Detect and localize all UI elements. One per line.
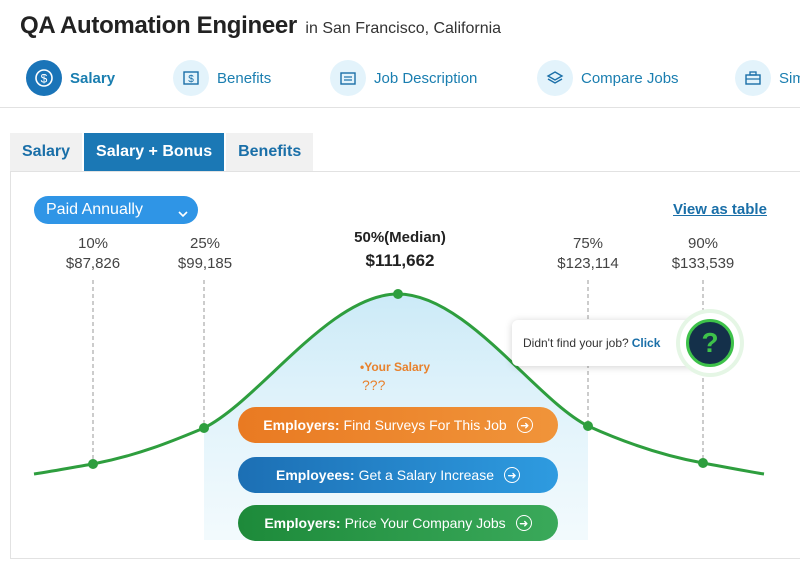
top-navigation: $ Salary $ Benefits Job Description Comp… [0, 52, 800, 108]
percentile-10: 10% $87,826 [66, 234, 120, 274]
cta-audience: Employers: [263, 417, 340, 433]
find-surveys-button[interactable]: Employers: Find Surveys For This Job ➜ [238, 407, 558, 443]
cta-audience: Employees: [276, 467, 355, 483]
tab-salary-bonus[interactable]: Salary + Bonus [84, 133, 225, 171]
arrow-right-icon: ➜ [515, 515, 532, 531]
cta-text: Get a Salary Increase [358, 467, 494, 483]
question-icon: ? [686, 319, 734, 367]
percentile-value: $111,662 [365, 251, 435, 270]
svg-text:$: $ [188, 74, 194, 85]
money-icon: $ [173, 60, 209, 96]
percentile-value: $99,185 [177, 255, 233, 272]
arrow-right-icon: ➜ [504, 467, 520, 483]
chevron-down-icon [178, 205, 188, 223]
job-title: QA Automation Engineer [20, 12, 297, 39]
price-company-jobs-button[interactable]: Employers: Price Your Company Jobs ➜ [238, 505, 558, 541]
point-median [393, 289, 403, 299]
view-as-table-link[interactable]: View as table [673, 201, 767, 218]
cta-text: Find Surveys For This Job [343, 417, 507, 433]
help-button[interactable]: ? [680, 313, 740, 373]
nav-item-compare-jobs[interactable]: Compare Jobs [537, 58, 679, 98]
nav-item-job-description[interactable]: Job Description [330, 58, 477, 98]
percentile-value: $87,826 [65, 255, 121, 272]
nav-label: Job Description [374, 69, 478, 87]
percentile-label: 75% [572, 235, 604, 252]
nav-label: Sim [779, 69, 800, 87]
help-click-link[interactable]: Click [631, 336, 661, 350]
salary-tabs: Salary Salary + Bonus Benefits [10, 133, 315, 171]
didnt-find-job-card: Didn't find your job? Click [512, 320, 708, 366]
arrow-right-icon: ➜ [516, 417, 533, 433]
point-25 [199, 423, 209, 433]
percentile-25: 25% $99,185 [178, 234, 232, 274]
dollar-icon: $ [26, 60, 62, 96]
percentile-label: 10% [77, 235, 109, 252]
your-salary-marker: •Your Salary ??? [360, 360, 431, 393]
document-icon [330, 60, 366, 96]
nav-label: Benefits [217, 69, 272, 87]
layers-icon [537, 60, 573, 96]
percentile-label: 50%(Median) [354, 229, 446, 246]
job-location: in San Francisco, California [305, 20, 502, 37]
percentile-75: 75% $123,114 [557, 234, 618, 274]
point-90 [698, 458, 708, 468]
percentile-label: 25% [189, 235, 221, 252]
nav-item-benefits[interactable]: $ Benefits [173, 58, 271, 98]
percentile-label: 90% [687, 235, 719, 252]
briefcase-icon [735, 60, 771, 96]
percentile-median: 50%(Median) $111,662 [354, 228, 446, 271]
nav-label: Compare Jobs [581, 69, 679, 87]
pay-period-select[interactable]: Paid Annually [34, 196, 198, 224]
your-salary-label: Your Salary [364, 360, 431, 374]
cta-text: Price Your Company Jobs [344, 515, 506, 531]
nav-label: Salary [70, 69, 116, 87]
point-75 [583, 421, 593, 431]
pay-period-value: Paid Annually [46, 201, 143, 218]
percentile-90: 90% $133,539 [672, 234, 735, 274]
percentile-value: $133,539 [671, 255, 735, 272]
percentile-value: $123,114 [557, 255, 619, 272]
nav-item-salary[interactable]: $ Salary [26, 58, 115, 98]
point-10 [88, 459, 98, 469]
page-title: QA Automation Engineer in San Francisco,… [20, 12, 501, 40]
salary-chart-panel [10, 171, 800, 559]
tab-salary[interactable]: Salary [10, 133, 83, 171]
cta-audience: Employers: [264, 515, 341, 531]
tab-benefits[interactable]: Benefits [226, 133, 314, 171]
svg-text:$: $ [41, 72, 48, 86]
nav-item-sim[interactable]: Sim [735, 58, 800, 98]
your-salary-value: ??? [362, 377, 386, 393]
help-text: Didn't find your job? [523, 336, 629, 350]
salary-increase-button[interactable]: Employees: Get a Salary Increase ➜ [238, 457, 558, 493]
